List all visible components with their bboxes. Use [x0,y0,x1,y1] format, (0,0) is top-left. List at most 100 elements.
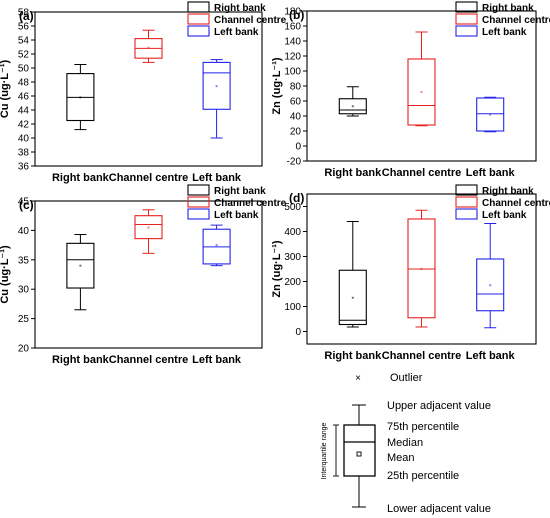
box-right-bank [338,221,367,328]
x-category-label: Channel centre [382,167,461,179]
key-mean-label: Mean [387,452,415,464]
y-tick-label: 25 [18,314,30,325]
y-tick-label: 100 [284,67,301,78]
key-outlier-label: Outlier [390,372,423,384]
mean-marker [147,46,150,49]
box-right-bank [66,64,95,131]
y-tick-label: 300 [284,252,301,263]
y-tick-label: 35 [18,255,30,266]
mean-marker [215,244,218,247]
x-category-label: Left bank [466,350,516,362]
iqr-box [407,58,436,126]
box-channel-centre [407,31,436,127]
x-category-label: Channel centre [109,354,188,366]
iqr-box [338,98,367,115]
x-category-label: Left bank [466,167,516,179]
legend-swatch [187,1,210,13]
plot-frame [306,193,537,345]
x-category-label: Right bank [324,350,382,362]
mean-marker [420,91,423,93]
y-tick-label: 45 [18,197,30,208]
x-category-label: Left bank [192,354,242,366]
iqr-box [476,97,505,132]
box-left-bank [202,59,231,139]
legend-swatch [455,1,478,13]
key-lower-adjacent-label: Lower adjacent value [387,503,491,515]
x-category-label: Right bank [324,167,382,179]
panel-label: (c) [19,198,34,212]
y-tick-label: 58 [18,8,30,19]
legend-swatch [187,208,210,220]
mean-marker [489,284,492,287]
plot-frame [34,200,263,349]
box-right-bank [338,86,367,117]
box-left-bank [476,96,505,133]
legend-label: Left bank [214,27,259,38]
legend-label: Left bank [214,210,259,221]
mean-marker [351,296,354,299]
key-mean-marker [356,451,362,457]
y-tick-label: 50 [18,64,30,75]
y-tick-label: 52 [18,50,30,61]
outlier-marker: × [355,373,361,384]
chart-panels: 36 38 40 42 44 46 48 50 52 54 56 58(a) Cu (ug·L⁻¹) Ri… [0,1,550,366]
iqr-box [66,242,95,289]
y-tick-label: 80 [290,82,302,93]
legend-label: Right bank [482,186,534,197]
y-tick-label: -20 [287,157,302,168]
iqr-box [476,258,505,312]
iqr-label: Interquartile range [321,422,328,479]
legend-swatch [187,184,210,196]
box-left-bank [202,224,231,267]
box-right-bank [66,234,95,311]
mean-marker [147,226,150,229]
box-channel-centre [407,209,436,328]
legend-swatch [455,25,478,37]
legend-swatch [455,13,478,25]
legend-label: Channel centre [482,15,550,26]
y-axis-label: Cu (ug·L⁻¹) [0,59,11,118]
iqr-box [338,269,367,326]
panel-label: (a) [19,9,34,23]
box-channel-centre [134,209,163,254]
legend-swatch [455,196,478,208]
y-tick-label: 140 [284,37,301,48]
y-tick-label: 100 [284,302,301,313]
y-tick-label: 0 [295,142,301,153]
mean-marker [79,96,82,99]
box-plot-key: × Outlier Interquartile range Upper adja… [321,372,491,515]
chart-panel-1: 36 38 40 42 44 46 48 50 52 54 56 58(a) Cu (ug·L⁻¹) Ri… [0,1,287,184]
y-tick-label: 120 [284,52,301,63]
key-median-label: Median [387,437,423,449]
y-tick-label: 60 [290,97,302,108]
iqr-box [134,215,163,240]
y-tick-label: 0 [295,327,301,338]
y-tick-label: 36 [18,162,30,173]
chart-panel-4: 0 100 200 300 400 500(d) Zn (ug·L⁻¹) Right bank… [271,184,550,362]
legend-swatch [187,25,210,37]
key-p25-label: 25th percentile [387,470,459,482]
panel-label: (b) [289,8,304,22]
legend-label: Channel centre [214,198,287,209]
y-axis-label: Zn (ug·L⁻¹) [271,240,283,297]
key-p75-label: 75th percentile [387,421,459,433]
y-tick-label: 40 [18,134,30,145]
y-tick-label: 180 [284,7,301,18]
x-category-label: Right bank [52,354,110,366]
x-category-label: Channel centre [382,350,461,362]
legend-label: Left bank [482,210,527,221]
y-axis-label: Cu (ug·L⁻¹) [0,245,11,304]
x-category-label: Right bank [52,172,110,184]
y-tick-label: 40 [290,112,302,123]
legend-swatch [455,208,478,220]
legend-label: Right bank [214,3,266,14]
y-tick-label: 42 [18,120,30,131]
y-tick-label: 500 [284,202,301,213]
y-tick-label: 44 [18,106,30,117]
y-tick-label: 40 [18,226,30,237]
box-channel-centre [134,29,163,63]
